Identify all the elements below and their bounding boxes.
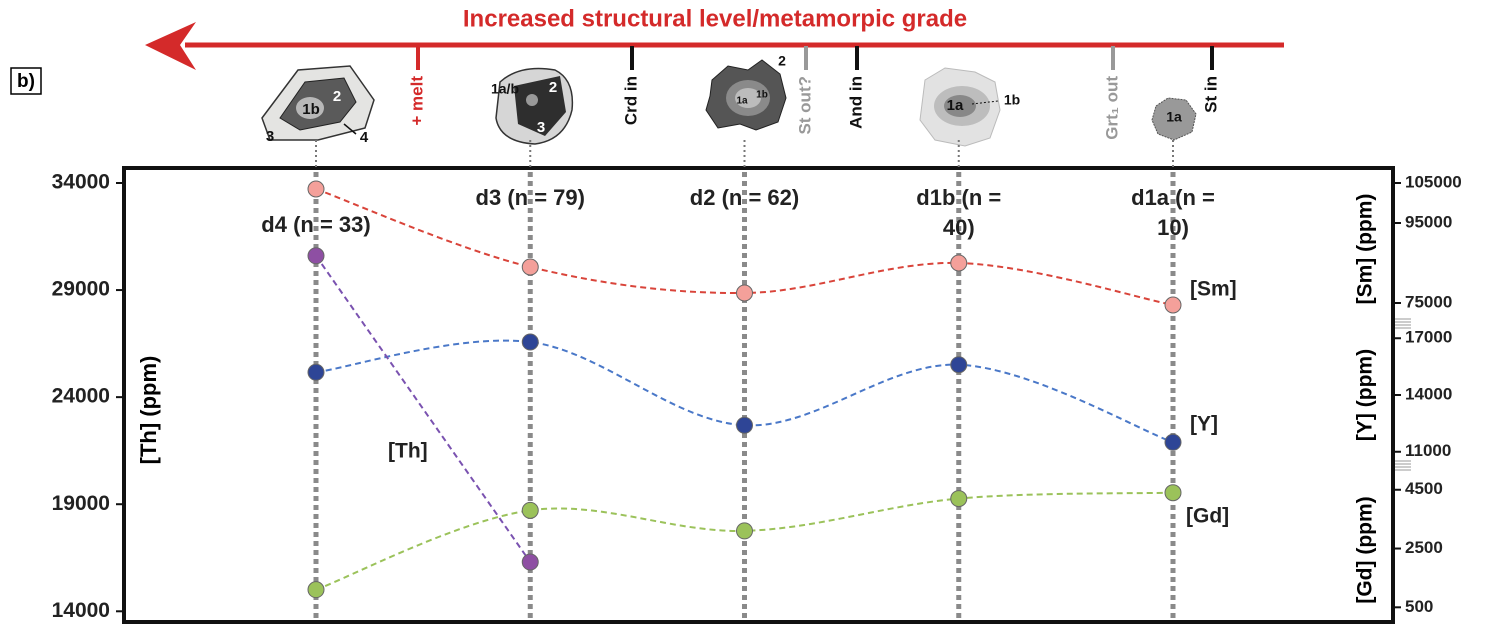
series-label: [Gd] — [1186, 505, 1229, 528]
series-line — [315, 255, 532, 563]
category-label: d4 (n = 33) — [261, 212, 371, 237]
chart-title: Increased structural level/metamorpic gr… — [463, 5, 967, 32]
grain-label: 1b — [302, 101, 320, 118]
grain-label: 1a — [947, 97, 964, 114]
data-point — [1164, 484, 1182, 502]
data-point — [521, 501, 539, 519]
series-label: [Th] — [388, 440, 428, 463]
grain-label: 1b — [1004, 92, 1020, 108]
event-label: St in — [1201, 76, 1220, 113]
grain-label: 3 — [537, 119, 545, 136]
data-point — [1164, 433, 1182, 451]
right-axis-label: [Gd] (ppm) — [1354, 496, 1377, 603]
event-label: And in — [846, 76, 865, 129]
data-point — [521, 258, 539, 276]
y-tick-label: 29000 — [52, 278, 110, 301]
event-label: St out? — [795, 76, 814, 135]
panel-label: b) — [17, 71, 35, 92]
grain-label: 3 — [266, 128, 274, 145]
right-tick-label: 95000 — [1405, 212, 1452, 231]
grain-label: 1a/b — [491, 81, 519, 97]
right-tick-label: 17000 — [1405, 328, 1452, 347]
grain-label: 1a — [736, 96, 748, 107]
right-tick-label: 75000 — [1405, 292, 1452, 311]
data-point — [307, 247, 325, 265]
data-point — [736, 416, 753, 434]
grain-d2: 2 1a 1b — [705, 53, 787, 131]
grain-label: 4 — [360, 129, 369, 146]
category-label: d3 (n = 79) — [475, 185, 585, 210]
right-axis-label: [Y] (ppm) — [1354, 349, 1377, 441]
data-point — [307, 180, 325, 198]
series-label: [Sm] — [1190, 278, 1237, 301]
data-point — [950, 254, 968, 272]
grain-d1a: 1a — [1151, 97, 1197, 141]
data-point — [736, 284, 753, 302]
arrow-head — [145, 22, 196, 70]
data-point — [521, 333, 539, 351]
data-point — [1164, 296, 1182, 314]
grain-label: 2 — [778, 53, 786, 69]
grain-label: 2 — [549, 79, 557, 96]
category-label: d2 (n = 62) — [689, 185, 800, 210]
data-point — [950, 490, 968, 508]
right-tick-label: 4500 — [1405, 479, 1443, 498]
right-tick-label: 2500 — [1405, 538, 1443, 557]
y-tick-label: 34000 — [52, 171, 110, 194]
y-axis-label: [Th] (ppm) — [136, 356, 161, 465]
grain-label: 1a — [1166, 109, 1182, 125]
grain-d4: 1b 2 3 4 — [261, 65, 375, 146]
data-point — [950, 356, 968, 374]
event-label: + melt — [407, 76, 426, 126]
series-line — [315, 339, 1174, 444]
grain-label: 2 — [333, 88, 341, 105]
right-tick-label: 14000 — [1405, 384, 1452, 403]
event-label: Crd in — [621, 76, 640, 125]
y-tick-label: 19000 — [52, 492, 110, 515]
right-tick-label: 11000 — [1405, 441, 1451, 460]
data-point — [307, 581, 325, 599]
grain-label: 1b — [756, 90, 768, 101]
grain-d3: 1a/b 2 3 — [491, 67, 574, 145]
data-point — [521, 553, 539, 571]
grain-d1b: 1a 1b — [919, 67, 1020, 147]
panel-box — [10, 67, 42, 95]
category-label: d1b (n = 40) — [916, 185, 1002, 240]
data-point — [736, 522, 753, 540]
data-point — [307, 363, 325, 381]
category-label: d1a (n = 10) — [1131, 185, 1215, 240]
right-axis-label: [Sm] (ppm) — [1354, 194, 1377, 305]
event-label: Grt₁ out — [1102, 76, 1121, 140]
right-tick-label: 500 — [1405, 597, 1433, 616]
series-label: [Y] — [1190, 413, 1218, 436]
y-tick-label: 14000 — [52, 599, 110, 622]
right-tick-label: 105000 — [1405, 172, 1462, 191]
y-tick-label: 24000 — [52, 385, 110, 408]
